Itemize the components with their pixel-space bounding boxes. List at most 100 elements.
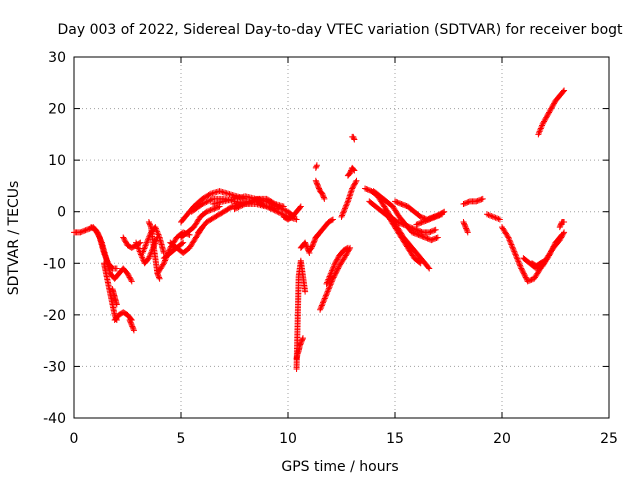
data-point: [464, 199, 471, 206]
data-point: [276, 210, 283, 217]
data-point: [333, 257, 340, 264]
series-arc-03: [98, 239, 135, 285]
data-point: [155, 231, 162, 238]
data-point: [350, 133, 357, 140]
data-point: [262, 202, 269, 209]
data-point: [329, 266, 336, 273]
data-point: [418, 214, 425, 221]
data-point: [488, 213, 495, 220]
data-point: [436, 212, 443, 219]
data-point: [463, 199, 470, 206]
data-point: [263, 203, 270, 210]
data-point: [430, 236, 437, 243]
data-point: [551, 100, 558, 107]
data-point: [210, 206, 217, 213]
data-point: [558, 233, 565, 240]
data-point: [406, 224, 413, 231]
data-point: [545, 253, 552, 260]
data-point: [414, 227, 421, 234]
data-point: [255, 199, 262, 206]
data-point: [548, 104, 555, 111]
data-point: [461, 220, 468, 227]
data-point: [325, 276, 332, 283]
data-point: [352, 180, 359, 187]
data-point: [486, 212, 493, 219]
data-point: [124, 270, 131, 277]
data-point: [518, 265, 525, 272]
data-point: [528, 276, 535, 283]
data-point: [545, 110, 552, 117]
data-point: [464, 229, 471, 236]
data-point: [463, 225, 470, 232]
data-point: [350, 182, 357, 189]
data-point: [549, 246, 556, 253]
data-point: [489, 213, 496, 220]
data-point: [507, 240, 514, 247]
data-point: [548, 105, 555, 112]
data-point: [535, 131, 542, 138]
data-point: [94, 230, 101, 237]
data-point: [430, 227, 437, 234]
data-point: [551, 242, 558, 249]
data-point: [276, 204, 283, 211]
data-point: [240, 201, 247, 208]
series-arc-29: [317, 244, 354, 313]
data-point: [321, 296, 328, 303]
y-tick-label: 0: [57, 205, 66, 221]
data-point: [398, 200, 405, 207]
data-point: [138, 252, 145, 259]
data-point: [342, 252, 349, 259]
data-point: [405, 223, 412, 230]
data-point: [429, 236, 436, 243]
data-point: [128, 322, 135, 329]
data-point: [120, 234, 127, 241]
data-point: [130, 327, 137, 334]
data-point: [496, 216, 503, 223]
data-point: [351, 167, 358, 174]
data-point: [260, 202, 267, 209]
y-tick-label: -20: [43, 308, 66, 324]
data-point: [516, 261, 523, 268]
series-arc-27: [312, 177, 328, 202]
data-point: [274, 203, 281, 210]
data-point: [343, 202, 350, 209]
data-point: [541, 118, 548, 125]
data-point: [541, 117, 548, 124]
data-point: [414, 221, 421, 228]
data-point: [561, 219, 568, 226]
data-point: [504, 233, 511, 240]
data-point: [82, 227, 89, 234]
data-point: [527, 277, 534, 284]
data-point: [549, 102, 556, 109]
data-point: [362, 185, 369, 192]
data-point: [313, 180, 320, 187]
data-point: [408, 224, 415, 231]
data-point: [460, 219, 467, 226]
data-point: [423, 235, 430, 242]
series-arc-07: [109, 286, 120, 308]
data-point: [206, 191, 213, 198]
data-point: [343, 251, 350, 258]
data-point: [342, 205, 349, 212]
data-point: [296, 204, 303, 211]
data-point: [432, 213, 439, 220]
data-point: [495, 215, 502, 222]
data-point: [538, 123, 545, 130]
series-arc-26: [312, 216, 336, 241]
data-point: [426, 216, 433, 223]
data-point: [317, 305, 324, 312]
data-point: [293, 216, 300, 223]
data-point: [130, 326, 137, 333]
y-tick-label: 30: [48, 50, 66, 66]
data-point: [310, 240, 317, 247]
data-point: [316, 185, 323, 192]
data-point: [535, 129, 542, 136]
data-point: [207, 207, 214, 214]
data-point: [399, 201, 406, 208]
data-point: [418, 228, 425, 235]
data-point: [311, 237, 318, 244]
data-point: [113, 265, 120, 272]
data-point: [465, 198, 472, 205]
data-point: [280, 206, 287, 213]
data-point: [299, 335, 306, 342]
